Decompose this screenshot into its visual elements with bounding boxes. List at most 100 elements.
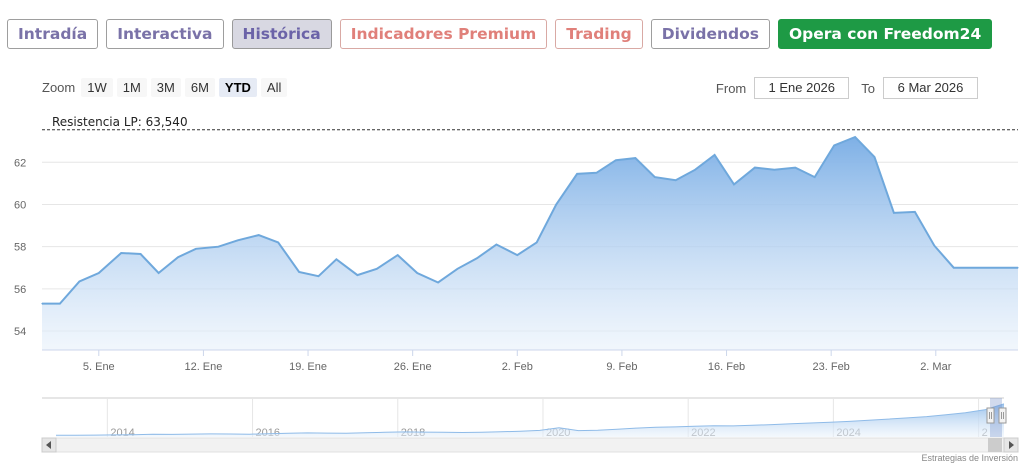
- y-tick-label: 54: [14, 326, 26, 338]
- tab-interactiva[interactable]: Interactiva: [106, 19, 224, 49]
- price-point: [555, 203, 557, 206]
- price-point: [437, 281, 439, 284]
- price-point: [953, 267, 955, 269]
- tab-histórica[interactable]: Histórica: [231, 19, 332, 49]
- price-chart: 54 56 58 60 62 5. Ene 12. Ene 19. Ene 26. Ene 2. …: [0, 70, 1034, 475]
- x-tick-label: 9. Feb: [606, 361, 637, 373]
- price-point: [754, 166, 756, 169]
- price-area: [42, 137, 1018, 350]
- from-label: From: [715, 80, 747, 96]
- x-tick-label: 12. Ene: [184, 361, 222, 373]
- y-tick-label: 60: [14, 199, 26, 211]
- navigator-year-label: 2014: [110, 427, 134, 439]
- from-date-input[interactable]: 1 Ene 2026: [754, 77, 850, 99]
- price-point: [298, 271, 300, 273]
- credit-text[interactable]: Estrategias de Inversión: [921, 453, 1018, 463]
- price-point: [177, 256, 179, 258]
- price-point: [733, 183, 735, 186]
- tab-intradía[interactable]: Intradía: [7, 19, 99, 49]
- to-label: To: [861, 80, 875, 96]
- price-point: [933, 245, 935, 247]
- price-point: [972, 267, 974, 269]
- date-range: From 1 Ene 2026 To 6 Mar 2026: [708, 77, 978, 99]
- scroll-left-arrow-icon: [46, 441, 51, 449]
- price-point: [516, 254, 518, 256]
- scrollbar-track: [41, 437, 1019, 453]
- navigator-handle: [998, 407, 1007, 424]
- price-point: [794, 166, 796, 169]
- price-point: [773, 169, 775, 171]
- price-point: [893, 212, 895, 214]
- price-point: [416, 272, 418, 274]
- navigator-area: [56, 403, 1004, 437]
- resistance-label: Resistencia LP: 63,540: [52, 115, 188, 129]
- price-point: [476, 257, 478, 259]
- price-point: [854, 136, 856, 138]
- navigator-line: [55, 403, 1005, 436]
- price-point: [376, 268, 378, 270]
- price-point: [317, 275, 320, 277]
- price-point: [615, 159, 617, 161]
- zoom-button-all[interactable]: All: [260, 78, 288, 97]
- chart-svg: 54 56 58 60 62 5. Ene 12. Ene 19. Ene 26. Ene 2. …: [14, 115, 1019, 453]
- tab-indicadores-premium[interactable]: Indicadores Premium: [339, 19, 548, 49]
- price-point: [277, 241, 279, 244]
- tab-bar: Intradía Interactiva Histórica Indicadores …: [7, 19, 993, 49]
- x-tick-label: 19. Ene: [289, 361, 327, 373]
- price-point: [237, 239, 239, 241]
- tab-dividendos[interactable]: Dividendos: [650, 19, 770, 49]
- y-tick-label: 58: [14, 242, 26, 254]
- price-point: [833, 144, 835, 147]
- scroll-right-arrow-icon: [1009, 441, 1014, 449]
- price-point: [814, 176, 816, 178]
- price-point: [217, 246, 219, 248]
- price-point: [993, 267, 995, 269]
- y-tick-label: 56: [14, 284, 26, 296]
- price-point: [98, 272, 100, 274]
- price-point: [1017, 267, 1019, 269]
- price-point: [675, 179, 677, 181]
- price-point: [694, 169, 696, 171]
- price-point: [356, 274, 358, 276]
- price-point: [634, 157, 636, 159]
- price-point: [654, 176, 656, 178]
- x-tick-label: 2. Feb: [502, 361, 533, 373]
- price-point: [59, 303, 61, 305]
- tab-trading[interactable]: Trading: [555, 19, 643, 49]
- x-tick-label: 26. Ene: [394, 361, 432, 373]
- price-line: [42, 135, 1018, 305]
- price-point: [713, 154, 716, 156]
- zoom-label: Zoom: [42, 80, 76, 95]
- zoom-button-6m[interactable]: 6M: [184, 78, 215, 97]
- price-point: [397, 254, 399, 256]
- price-point: [195, 248, 197, 250]
- y-tick-label: 62: [14, 157, 26, 169]
- price-point: [157, 272, 160, 274]
- price-point: [120, 252, 122, 254]
- zoom-button-1w[interactable]: 1W: [81, 78, 113, 97]
- scrollbar-thumb: [988, 438, 1002, 452]
- x-tick-label: 5. Ene: [83, 361, 115, 373]
- tab-opera-con-freedom24[interactable]: Opera con Freedom24: [777, 19, 993, 49]
- price-point: [335, 258, 338, 260]
- x-tick-label: 23. Feb: [813, 361, 850, 373]
- price-point: [41, 303, 43, 305]
- price-point: [140, 253, 142, 255]
- price-point: [873, 156, 876, 158]
- navigator-year-label: 2016: [256, 427, 280, 439]
- price-point: [914, 211, 916, 213]
- x-tick-label: 16. Feb: [708, 361, 745, 373]
- zoom-button-1m[interactable]: 1M: [116, 78, 147, 97]
- price-point: [495, 243, 497, 246]
- price-point: [595, 172, 598, 174]
- zoom-button-ytd[interactable]: YTD: [218, 78, 257, 97]
- navigator-handle: [986, 407, 995, 424]
- price-point: [456, 268, 459, 270]
- to-date-input[interactable]: 6 Mar 2026: [883, 77, 978, 99]
- price-point: [536, 241, 538, 244]
- price-point: [258, 234, 260, 236]
- price-point: [576, 173, 578, 175]
- price-point: [78, 280, 80, 283]
- zoom-selector: Zoom 1W 1M 3M 6M YTD All: [42, 78, 288, 97]
- zoom-button-3m[interactable]: 3M: [150, 78, 181, 97]
